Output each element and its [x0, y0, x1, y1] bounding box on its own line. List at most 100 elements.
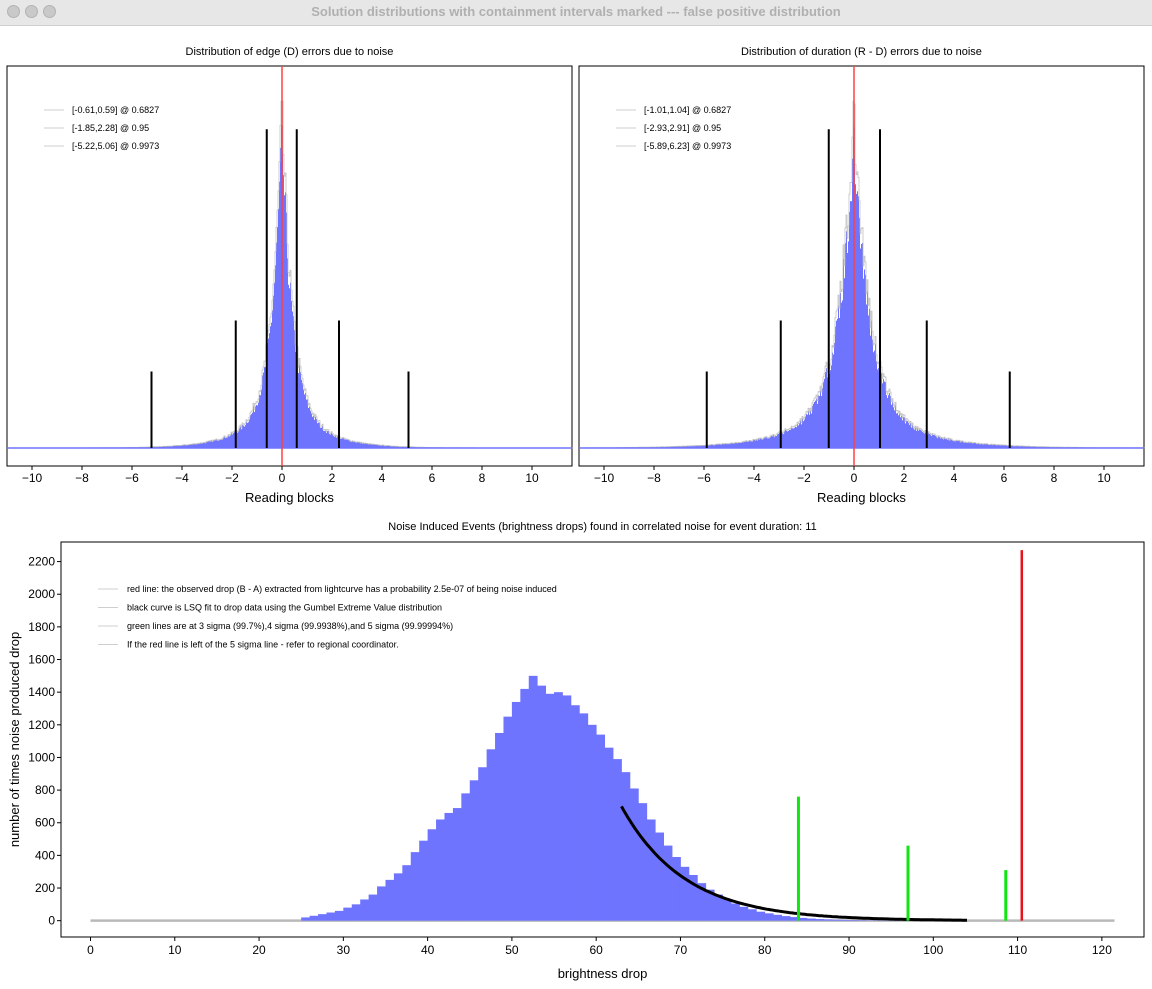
histogram-bar — [965, 442, 966, 448]
histogram-bar — [272, 310, 273, 448]
histogram-bar — [805, 416, 806, 448]
x-tick-label: 10 — [168, 943, 182, 957]
histogram-bar — [683, 446, 684, 448]
window-titlebar: Solution distributions with containment … — [0, 0, 1152, 26]
x-tick-label: 110 — [1008, 943, 1027, 957]
histogram-bar — [295, 351, 296, 448]
histogram-bar — [764, 437, 765, 448]
histogram-bar — [168, 446, 169, 448]
histogram-bar — [249, 419, 250, 448]
zoom-window-button[interactable] — [43, 5, 56, 18]
histogram-bar — [355, 442, 356, 448]
histogram-bar — [275, 265, 276, 448]
histogram-bar — [1004, 445, 1005, 448]
histogram-bar — [801, 424, 802, 448]
histogram-bar — [377, 886, 386, 921]
histogram-bar — [342, 438, 343, 448]
plots-canvas: Distribution of edge (D) errors due to n… — [6, 46, 1145, 981]
histogram-bar — [842, 300, 843, 448]
histogram-bar — [201, 443, 202, 448]
histogram-bar — [322, 425, 323, 448]
histogram-bar — [943, 439, 944, 448]
histogram-bar — [907, 421, 908, 448]
histogram-bar — [180, 445, 181, 448]
histogram-bar — [964, 442, 965, 448]
histogram-bar — [855, 184, 856, 448]
histogram-bar — [887, 398, 888, 448]
x-tick-label: 0 — [851, 471, 858, 485]
histogram-bar — [349, 440, 350, 448]
histogram-bar — [717, 444, 718, 448]
histogram-bar — [882, 383, 883, 448]
histogram-bar — [931, 436, 932, 448]
histogram-bar — [909, 424, 910, 448]
histogram-bar — [570, 705, 580, 921]
histogram-bar — [941, 437, 942, 448]
histogram-bar — [873, 352, 874, 448]
histogram-bar — [309, 915, 319, 921]
histogram-bar — [752, 441, 753, 448]
histogram-bar — [384, 445, 385, 448]
histogram-bar — [293, 316, 294, 448]
histogram-bar — [1024, 446, 1025, 448]
histogram-bar — [817, 403, 818, 448]
minimize-window-button[interactable] — [25, 5, 38, 18]
histogram-bar — [903, 417, 904, 448]
histogram-bar — [319, 422, 320, 448]
histogram-bar — [377, 444, 378, 448]
histogram-bar — [806, 918, 816, 921]
histogram-bar — [811, 413, 812, 448]
histogram-bar — [387, 445, 388, 448]
histogram-bar — [894, 410, 895, 448]
histogram-bar — [731, 903, 740, 921]
histogram-bar — [810, 410, 811, 448]
histogram-bar — [754, 440, 755, 448]
histogram-bar — [825, 371, 826, 448]
histogram-bar — [986, 444, 987, 448]
histogram-bar — [368, 894, 378, 921]
histogram-bar — [757, 440, 758, 448]
histogram-bar — [166, 446, 167, 448]
histogram-bar — [763, 438, 764, 448]
histogram-bar — [371, 444, 372, 448]
x-tick-label: 60 — [589, 943, 603, 957]
histogram-bar — [992, 445, 993, 448]
histogram-bar — [893, 407, 894, 448]
histogram-bar — [996, 445, 997, 448]
histogram-bar — [729, 444, 730, 448]
histogram-bar — [163, 446, 164, 448]
histogram-bar — [930, 434, 931, 448]
histogram-bar — [936, 436, 937, 448]
histogram-bar — [997, 445, 998, 448]
histogram-bar — [270, 326, 271, 448]
histogram-bar — [750, 441, 751, 448]
histogram-bar — [816, 398, 817, 448]
histogram-bar — [901, 415, 902, 448]
histogram-bar — [343, 907, 353, 921]
histogram-bar — [947, 439, 948, 448]
histogram-bar — [917, 428, 918, 448]
histogram-bar — [353, 442, 354, 448]
histogram-bar — [970, 442, 971, 448]
histogram-bar — [897, 413, 898, 448]
histogram-bar — [386, 445, 387, 448]
close-window-button[interactable] — [7, 5, 20, 18]
histogram-bar — [716, 444, 717, 448]
x-tick-label: 4 — [379, 471, 386, 485]
histogram-bar — [730, 443, 731, 448]
histogram-bar — [262, 375, 263, 448]
histogram-bar — [815, 919, 825, 921]
x-axis-label: brightness drop — [558, 966, 648, 981]
histogram-bar — [875, 344, 876, 448]
histogram-bar — [370, 444, 371, 448]
histogram-bar — [308, 407, 309, 448]
histogram-bar — [241, 429, 242, 448]
histogram-bar — [699, 445, 700, 448]
histogram-bar — [832, 352, 833, 448]
histogram-bar — [394, 446, 395, 448]
histogram-bar — [200, 443, 201, 448]
histogram-bar — [886, 395, 887, 448]
histogram-bar — [872, 339, 873, 448]
histogram-bar — [850, 201, 851, 448]
histogram-bar — [427, 829, 437, 921]
